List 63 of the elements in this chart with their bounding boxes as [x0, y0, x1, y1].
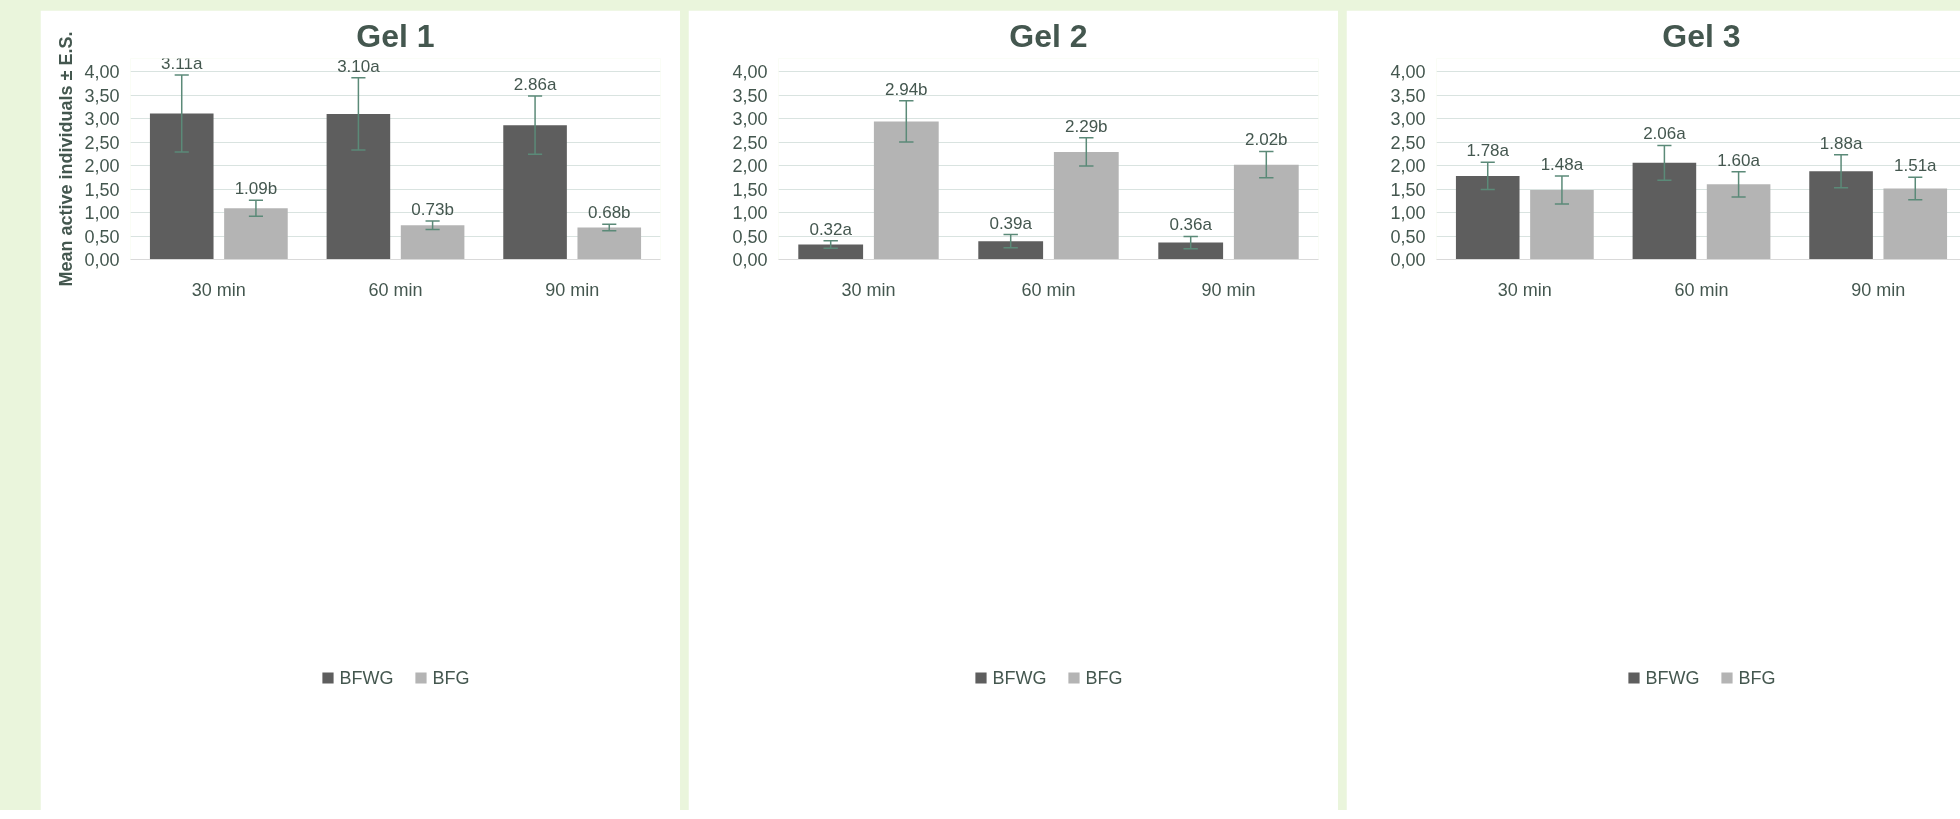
- data-label: 2.06a: [1643, 124, 1687, 144]
- y-axis-title: Mean active individuals ± E.S.: [56, 31, 77, 287]
- legend-label: BFWG: [1645, 667, 1700, 689]
- y-tick-label: 0,00: [732, 250, 768, 270]
- x-tick-label: 60 min: [1674, 279, 1729, 300]
- x-tick-label: 60 min: [368, 279, 423, 300]
- legend-label: BFWG: [992, 667, 1047, 689]
- data-label: 1.78a: [1466, 141, 1510, 161]
- y-tick-label: 1,00: [84, 203, 120, 224]
- data-label: 2.29b: [1065, 116, 1108, 136]
- y-tick-label: 4,00: [1390, 62, 1426, 83]
- x-tick-label: 90 min: [1201, 279, 1256, 300]
- data-label: 0.32a: [809, 219, 853, 239]
- x-tick-label: 60 min: [1021, 279, 1076, 300]
- data-label: 0.39a: [989, 213, 1033, 233]
- y-tick-label: 3,50: [84, 85, 120, 106]
- y-tick-label: 3,00: [84, 109, 120, 130]
- data-label: 1.88a: [1819, 133, 1863, 153]
- chart-title: Gel 3: [1662, 17, 1741, 54]
- data-label: 0.73b: [411, 199, 454, 219]
- y-tick-label: 2,00: [732, 156, 768, 177]
- y-tick-label: 0,50: [732, 226, 768, 247]
- x-tick-label: 90 min: [545, 279, 600, 300]
- chart-title: Gel 2: [1009, 17, 1088, 54]
- y-tick-label: 2,00: [84, 156, 120, 177]
- y-tick-label: 3,00: [1390, 109, 1426, 130]
- x-tick-label: 30 min: [191, 279, 246, 300]
- legend-label: BFG: [1085, 667, 1123, 689]
- data-label: 0.68b: [588, 203, 631, 223]
- y-tick-label: 2,00: [1390, 156, 1426, 177]
- x-tick-label: 30 min: [1497, 279, 1552, 300]
- data-label: 1.48a: [1540, 154, 1584, 174]
- data-label: 1.09b: [234, 179, 278, 199]
- y-tick-label: 4,00: [84, 62, 120, 83]
- chart-title: Gel 1: [356, 17, 435, 54]
- y-tick-label: 1,50: [84, 179, 120, 200]
- y-tick-label: 2,50: [1390, 132, 1426, 153]
- y-tick-label: 1,00: [732, 203, 768, 224]
- y-tick-label: 2,50: [732, 132, 768, 153]
- y-tick-label: 0,50: [84, 226, 120, 247]
- y-tick-label: 0,00: [1390, 250, 1426, 270]
- y-tick-label: 1,00: [1390, 203, 1426, 224]
- legend-label: BFWG: [339, 667, 394, 689]
- legend-label: BFG: [1738, 667, 1776, 689]
- legend-label: BFG: [432, 667, 470, 689]
- y-tick-label: 4,00: [732, 62, 768, 83]
- y-tick-label: 0,50: [1390, 226, 1426, 247]
- data-label: 1.60a: [1717, 150, 1761, 170]
- data-label: 2.02b: [1245, 130, 1288, 150]
- data-label: 2.94b: [885, 79, 928, 99]
- x-tick-label: 90 min: [1851, 279, 1906, 300]
- y-tick-label: 3,50: [1390, 85, 1426, 106]
- y-tick-label: 3,50: [732, 85, 768, 106]
- y-tick-label: 1,50: [1390, 179, 1426, 200]
- data-label: 0.36a: [1169, 215, 1213, 235]
- data-label: 2.86a: [513, 75, 557, 95]
- data-label: 1.51a: [1894, 156, 1938, 176]
- y-tick-label: 0,00: [84, 250, 120, 270]
- y-tick-label: 3,00: [732, 109, 768, 130]
- y-tick-label: 2,50: [84, 132, 120, 153]
- x-tick-label: 30 min: [841, 279, 896, 300]
- y-tick-label: 1,50: [732, 179, 768, 200]
- data-label: 3.10a: [337, 56, 381, 76]
